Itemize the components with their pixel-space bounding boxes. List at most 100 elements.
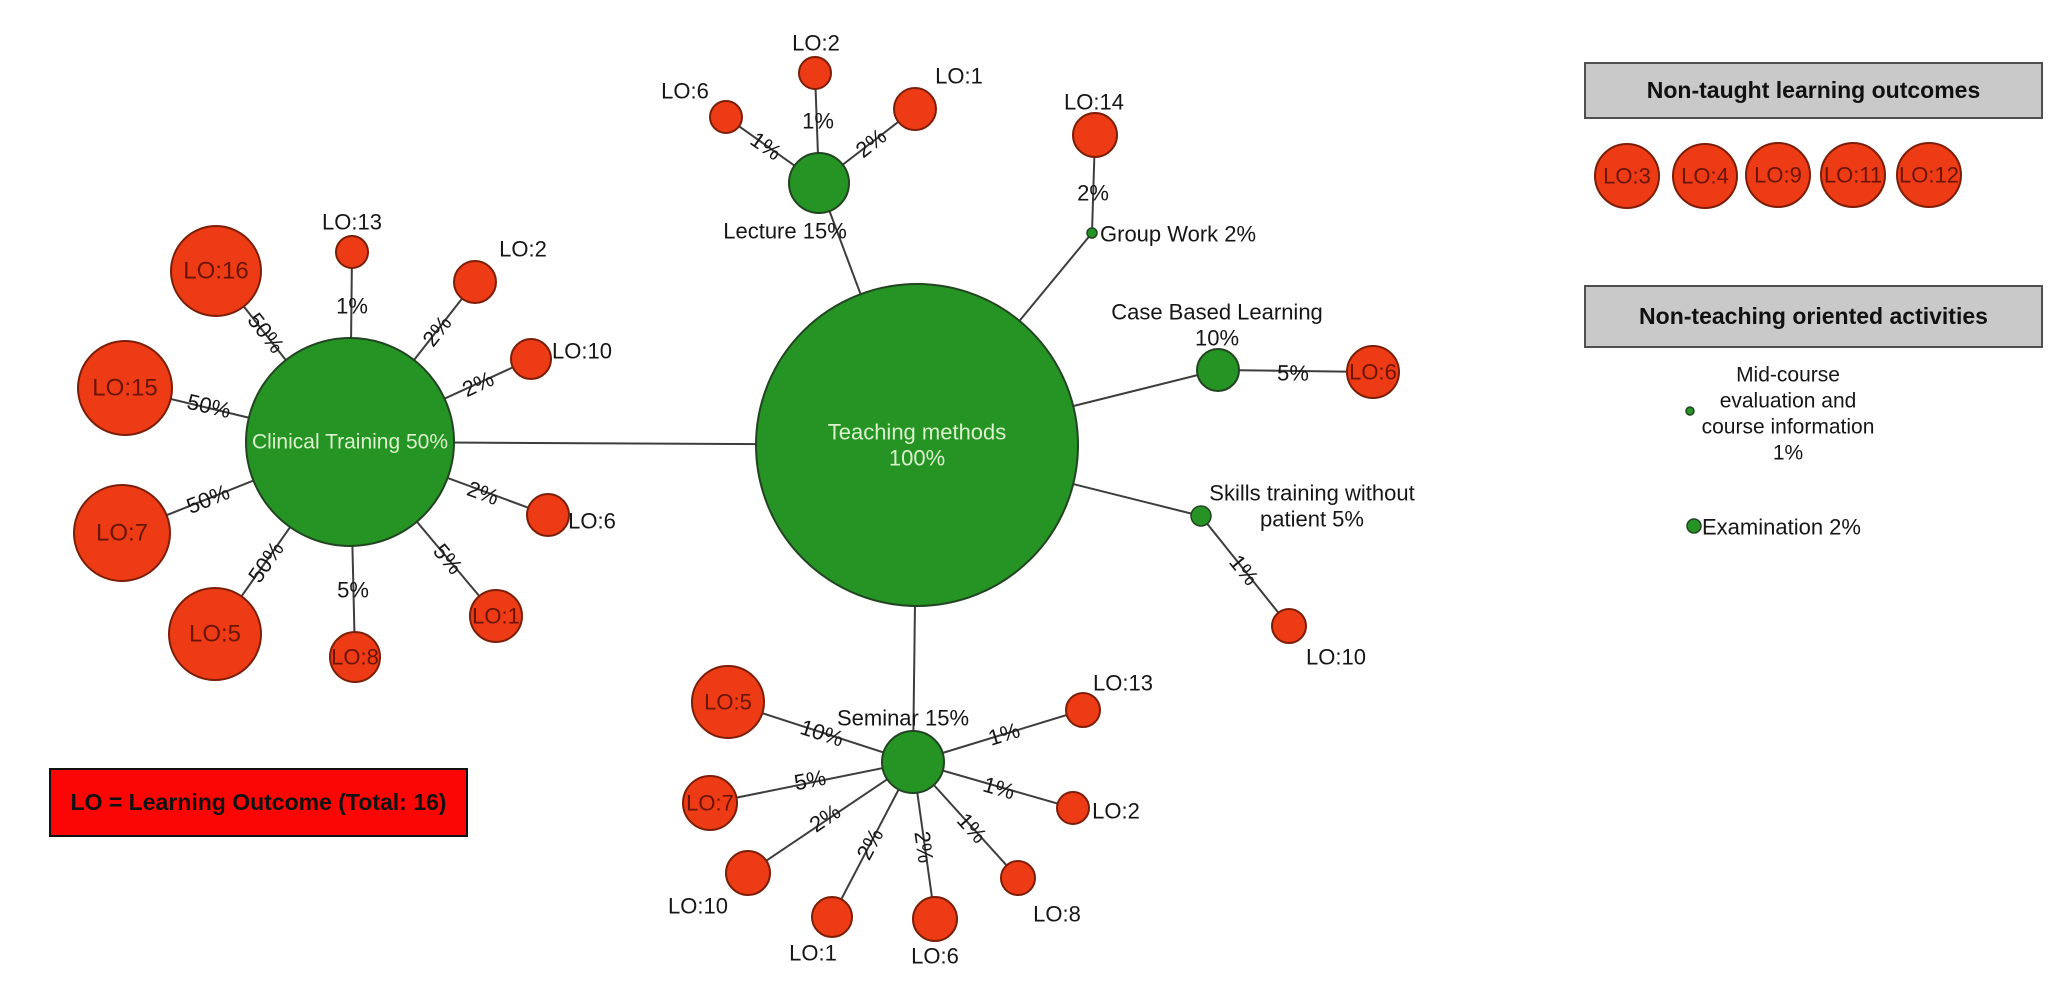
node-s10 [725, 850, 771, 896]
edge-label-clinical-c15: 50% [185, 389, 234, 423]
node-c1 [469, 589, 523, 643]
edge-seminar-s7 [709, 761, 914, 804]
node-skillsdot [1190, 505, 1212, 527]
edge-label-skillsdot-sk10: 1% [1224, 550, 1263, 590]
node-c13 [335, 235, 369, 269]
learning-outcome-note-text: LO = Learning Outcome (Total: 16) [70, 789, 447, 815]
label-g14: LO:14 [1064, 90, 1124, 115]
edge-label-seminar-s2: 1% [980, 772, 1017, 805]
label-n12: LO:12 [1899, 163, 1959, 188]
edge-label-clinical-c10: 2% [458, 366, 497, 402]
node-clinical [245, 337, 455, 547]
label-groupdot: Group Work 2% [1100, 222, 1256, 247]
edge-label-clinical-c5: 50% [243, 537, 289, 587]
label-n3: LO:3 [1603, 164, 1651, 189]
node-s13 [1065, 692, 1101, 728]
label-n11: LO:11 [1824, 163, 1882, 188]
edge-skillsdot-sk10 [1200, 515, 1290, 627]
node-c10 [510, 338, 552, 380]
label-s10: LO:10 [668, 894, 728, 919]
label-c2: LO:2 [499, 237, 547, 262]
node-cbl [1196, 348, 1240, 392]
label-cb6: LO:6 [1349, 360, 1397, 385]
label-s6: LO:6 [911, 944, 959, 969]
label-l1: LO:1 [935, 64, 983, 89]
label-c7: LO:7 [96, 520, 148, 547]
edge-label-clinical-c2: 2% [417, 311, 456, 351]
label-c1: LO:1 [472, 604, 520, 629]
legend-non-taught-outcomes-header: Non-taught learning outcomes [1584, 62, 2043, 119]
legend-non-taught-title: Non-taught learning outcomes [1646, 77, 1981, 103]
edge-seminar-s10 [747, 761, 914, 874]
label-teaching: Teaching methods 100% [828, 420, 1007, 471]
node-g14 [1072, 112, 1118, 158]
node-l2 [798, 56, 832, 90]
legend-non-teaching-title: Non-teaching oriented activities [1639, 303, 1988, 329]
label-middot: Mid-course evaluation and course informati… [1702, 364, 1875, 465]
node-cb6 [1346, 345, 1400, 399]
node-n9 [1745, 142, 1811, 208]
label-seminar: Seminar 15% [837, 706, 969, 731]
edge-label-clinical-c8: 5% [337, 578, 369, 603]
label-sk10: LO:10 [1306, 645, 1366, 670]
edge-label-clinical-c6: 2% [464, 476, 502, 510]
label-cbl: Case Based Learning 10% [1111, 300, 1323, 351]
edge-label-seminar-s13: 1% [985, 717, 1023, 750]
node-teaching [755, 283, 1079, 607]
node-n3 [1594, 143, 1660, 209]
label-examdot: Examination 2% [1702, 515, 1861, 540]
label-c10: LO:10 [552, 339, 612, 364]
node-s1 [811, 896, 853, 938]
node-l6 [709, 100, 743, 134]
label-l2: LO:2 [792, 31, 840, 56]
edge-label-groupdot-g14: 2% [1077, 181, 1109, 206]
label-s2: LO:2 [1092, 799, 1140, 824]
edge-label-seminar-s7: 5% [792, 765, 828, 796]
node-c16 [170, 225, 262, 317]
label-c13: LO:13 [322, 210, 382, 235]
node-seminar [881, 730, 945, 794]
label-skillsdot: Skills training without patient 5% [1209, 481, 1414, 532]
label-c15: LO:15 [92, 375, 157, 402]
label-n9: LO:9 [1754, 163, 1802, 188]
edge-label-lecture-l6: 1% [746, 127, 786, 166]
label-c5: LO:5 [189, 621, 241, 648]
node-n12 [1896, 142, 1962, 208]
node-c15 [77, 340, 173, 436]
node-s7 [682, 775, 738, 831]
label-s8: LO:8 [1033, 902, 1081, 927]
node-c7 [73, 484, 171, 582]
edge-label-cbl-cb6: 5% [1277, 360, 1309, 386]
node-c5 [168, 587, 262, 681]
label-c6: LO:6 [568, 509, 616, 534]
label-s1: LO:1 [789, 941, 837, 966]
node-c6 [526, 493, 570, 537]
node-n11 [1820, 142, 1886, 208]
node-s2 [1056, 791, 1090, 825]
learning-outcome-note-box: LO = Learning Outcome (Total: 16) [49, 768, 468, 837]
label-clinical: Clinical Training 50% [252, 431, 448, 454]
node-middot [1685, 406, 1695, 416]
edge-label-seminar-s1: 2% [851, 824, 888, 864]
label-s7: LO:7 [686, 791, 734, 816]
edge-label-clinical-c13: 1% [336, 294, 368, 319]
node-s5 [691, 665, 765, 739]
label-c8: LO:8 [331, 645, 379, 670]
node-l1 [893, 87, 937, 131]
edge-label-lecture-l2: 1% [802, 109, 834, 134]
label-s13: LO:13 [1093, 671, 1153, 696]
node-s6 [912, 896, 958, 942]
node-groupdot [1086, 227, 1098, 239]
label-lecture: Lecture 15% [723, 219, 847, 244]
edge-label-lecture-l1: 2% [851, 123, 891, 162]
node-sk10 [1271, 608, 1307, 644]
node-s8 [1000, 860, 1036, 896]
node-lecture [788, 152, 850, 214]
label-s5: LO:5 [704, 690, 752, 715]
label-l6: LO:6 [661, 79, 709, 104]
node-c2 [453, 260, 497, 304]
edge-label-clinical-c7: 50% [183, 479, 233, 519]
node-c8 [329, 631, 381, 683]
